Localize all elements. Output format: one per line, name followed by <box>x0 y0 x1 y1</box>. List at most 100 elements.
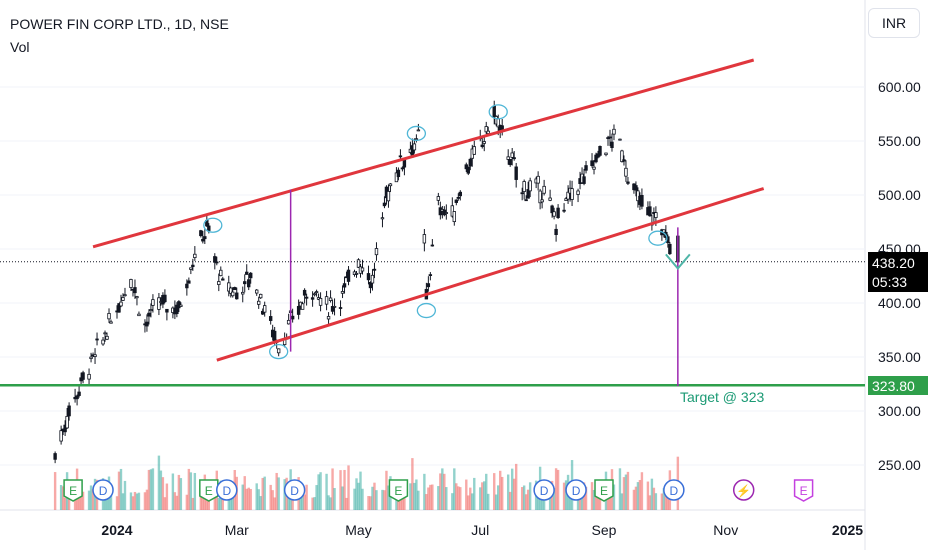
candle-body <box>482 141 486 144</box>
volume-bar <box>63 497 67 510</box>
candle-body <box>93 354 97 357</box>
volume-bar <box>506 474 510 510</box>
dividend-event-icon <box>92 479 114 501</box>
candle-body <box>608 136 612 139</box>
volume-bar <box>81 491 85 510</box>
volume-bar <box>241 484 244 510</box>
volume-bar <box>441 468 444 510</box>
volume-bar <box>650 478 654 510</box>
channel-upper-line <box>92 58 755 249</box>
dividend-event-icon <box>533 479 555 501</box>
volume-bar <box>257 489 260 510</box>
candle-body <box>654 212 658 218</box>
volume-bar <box>634 486 638 510</box>
volume-bar <box>373 482 376 510</box>
candle-body <box>276 348 281 354</box>
candle-body <box>247 279 251 288</box>
candle-body <box>370 274 375 284</box>
candle-body <box>89 356 93 359</box>
volume-bar <box>243 476 246 510</box>
x-tick-label: 2025 <box>832 522 863 538</box>
volume-bar <box>411 458 414 510</box>
candle-body <box>610 141 614 149</box>
pivot-highlight-circle <box>269 343 289 360</box>
candle-body <box>233 287 237 291</box>
volume-bar <box>552 488 556 510</box>
volume-bar <box>423 473 426 510</box>
candle-body <box>398 155 403 158</box>
candle-body <box>199 230 203 237</box>
candle-body <box>422 234 427 244</box>
candle-body <box>428 274 433 277</box>
volume-bar <box>359 471 362 510</box>
candle-body <box>594 154 598 163</box>
volume-bar <box>425 494 428 510</box>
volume-bar <box>568 488 572 510</box>
volume-bar <box>315 485 318 510</box>
candle-body <box>324 296 329 305</box>
candle-body <box>430 244 435 247</box>
volume-bar <box>91 489 95 510</box>
volume-bar <box>508 491 512 510</box>
candle-body <box>133 287 137 294</box>
candle-body <box>636 190 640 202</box>
candle-body <box>634 185 638 191</box>
volume-bar <box>497 485 500 510</box>
candle-body <box>304 296 309 299</box>
x-tick-label: Jul <box>471 522 489 538</box>
volume-bar <box>467 495 470 510</box>
candle-body <box>536 175 540 184</box>
candle-body <box>243 281 247 285</box>
candle-body <box>95 338 99 341</box>
candle-body <box>436 196 441 201</box>
currency-button[interactable]: INR <box>868 8 920 38</box>
candle-body <box>203 236 207 240</box>
volume-bar <box>451 493 454 510</box>
volume-bar <box>485 473 488 510</box>
volume-bar <box>87 490 91 510</box>
earnings-event-icon <box>63 479 83 502</box>
event-marker-label: D <box>290 484 299 498</box>
candle-body <box>340 291 345 294</box>
candle-body <box>564 198 568 201</box>
volume-bar <box>361 488 364 510</box>
split-event-icon <box>732 479 755 501</box>
volume-bar <box>275 472 278 510</box>
volume-bar <box>163 497 167 510</box>
candle-body <box>412 143 417 151</box>
candle-body <box>402 159 407 168</box>
x-tick-label: Sep <box>592 522 617 538</box>
candle-body <box>510 152 514 158</box>
volume-bar <box>495 494 498 510</box>
y-tick-label: 600.00 <box>878 79 921 95</box>
candle-body <box>177 301 181 309</box>
volume-bar <box>493 473 496 510</box>
candle-body <box>556 207 560 218</box>
candle-body <box>326 316 331 320</box>
volume-indicator-label[interactable]: Vol <box>10 39 30 55</box>
volume-bar <box>648 495 652 510</box>
volume-bar <box>135 493 139 510</box>
volume-bar <box>263 476 266 510</box>
candle-body <box>241 291 245 295</box>
x-tick-label: Nov <box>713 522 738 538</box>
candle-body <box>235 292 239 300</box>
volume-bar <box>636 482 640 510</box>
candle-body <box>522 181 526 192</box>
volume-bar <box>564 480 568 510</box>
volume-bar <box>469 487 472 510</box>
candle-body <box>386 191 391 202</box>
candle-body <box>109 321 113 324</box>
candle-body <box>312 293 317 296</box>
candle-body <box>63 424 67 433</box>
candle-body <box>570 188 574 200</box>
candle-body <box>426 283 431 288</box>
volume-bar <box>622 477 626 510</box>
candle-body <box>332 305 337 308</box>
candle-body <box>592 166 596 170</box>
current-price-value: 438.20 <box>872 255 915 271</box>
volume-bar <box>331 468 334 510</box>
candle-body <box>566 191 570 200</box>
volume-bar <box>510 468 514 510</box>
